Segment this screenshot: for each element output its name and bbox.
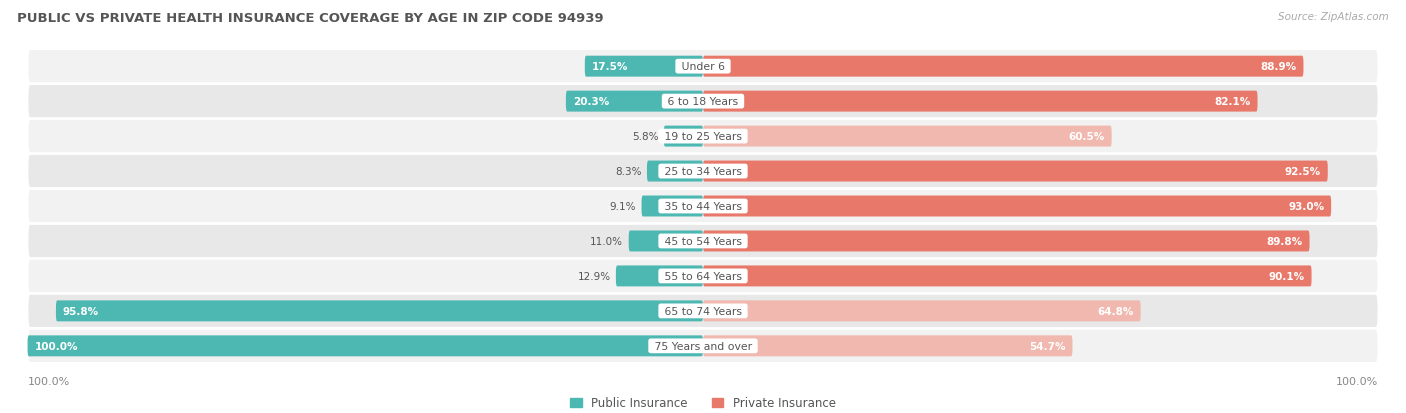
Text: 12.9%: 12.9% [578, 271, 610, 281]
FancyBboxPatch shape [703, 301, 1140, 322]
Text: 82.1%: 82.1% [1215, 97, 1251, 107]
Text: 6 to 18 Years: 6 to 18 Years [664, 97, 742, 107]
Text: 90.1%: 90.1% [1268, 271, 1305, 281]
FancyBboxPatch shape [641, 196, 703, 217]
FancyBboxPatch shape [703, 266, 1312, 287]
Text: PUBLIC VS PRIVATE HEALTH INSURANCE COVERAGE BY AGE IN ZIP CODE 94939: PUBLIC VS PRIVATE HEALTH INSURANCE COVER… [17, 12, 603, 25]
Text: 100.0%: 100.0% [28, 376, 70, 386]
Text: 89.8%: 89.8% [1267, 236, 1303, 247]
FancyBboxPatch shape [28, 154, 1378, 189]
Text: Source: ZipAtlas.com: Source: ZipAtlas.com [1278, 12, 1389, 22]
Text: 19 to 25 Years: 19 to 25 Years [661, 132, 745, 142]
FancyBboxPatch shape [28, 85, 1378, 119]
FancyBboxPatch shape [703, 335, 1073, 356]
Text: 95.8%: 95.8% [63, 306, 98, 316]
FancyBboxPatch shape [703, 231, 1309, 252]
FancyBboxPatch shape [28, 335, 703, 356]
Text: 65 to 74 Years: 65 to 74 Years [661, 306, 745, 316]
Text: 9.1%: 9.1% [610, 202, 636, 211]
Text: 17.5%: 17.5% [592, 62, 628, 72]
Text: 88.9%: 88.9% [1261, 62, 1296, 72]
FancyBboxPatch shape [703, 126, 1112, 147]
FancyBboxPatch shape [585, 57, 703, 78]
FancyBboxPatch shape [628, 231, 703, 252]
Text: 93.0%: 93.0% [1288, 202, 1324, 211]
FancyBboxPatch shape [703, 161, 1327, 182]
FancyBboxPatch shape [28, 50, 1378, 84]
FancyBboxPatch shape [28, 120, 1378, 154]
Text: 92.5%: 92.5% [1285, 166, 1322, 177]
Text: 8.3%: 8.3% [614, 166, 641, 177]
Text: 75 Years and over: 75 Years and over [651, 341, 755, 351]
Text: 100.0%: 100.0% [34, 341, 77, 351]
Text: 54.7%: 54.7% [1029, 341, 1066, 351]
Text: 60.5%: 60.5% [1069, 132, 1105, 142]
FancyBboxPatch shape [56, 301, 703, 322]
FancyBboxPatch shape [28, 190, 1378, 223]
Legend: Public Insurance, Private Insurance: Public Insurance, Private Insurance [565, 392, 841, 413]
Text: 25 to 34 Years: 25 to 34 Years [661, 166, 745, 177]
Text: 11.0%: 11.0% [591, 236, 623, 247]
FancyBboxPatch shape [703, 91, 1257, 112]
FancyBboxPatch shape [28, 259, 1378, 293]
Text: 5.8%: 5.8% [631, 132, 658, 142]
FancyBboxPatch shape [616, 266, 703, 287]
Text: 55 to 64 Years: 55 to 64 Years [661, 271, 745, 281]
Text: 35 to 44 Years: 35 to 44 Years [661, 202, 745, 211]
FancyBboxPatch shape [28, 224, 1378, 259]
FancyBboxPatch shape [28, 294, 1378, 328]
Text: 45 to 54 Years: 45 to 54 Years [661, 236, 745, 247]
Text: 100.0%: 100.0% [1336, 376, 1378, 386]
Text: Under 6: Under 6 [678, 62, 728, 72]
FancyBboxPatch shape [647, 161, 703, 182]
FancyBboxPatch shape [565, 91, 703, 112]
Text: 64.8%: 64.8% [1098, 306, 1133, 316]
FancyBboxPatch shape [703, 57, 1303, 78]
FancyBboxPatch shape [28, 329, 1378, 363]
FancyBboxPatch shape [664, 126, 703, 147]
Text: 20.3%: 20.3% [572, 97, 609, 107]
FancyBboxPatch shape [703, 196, 1331, 217]
